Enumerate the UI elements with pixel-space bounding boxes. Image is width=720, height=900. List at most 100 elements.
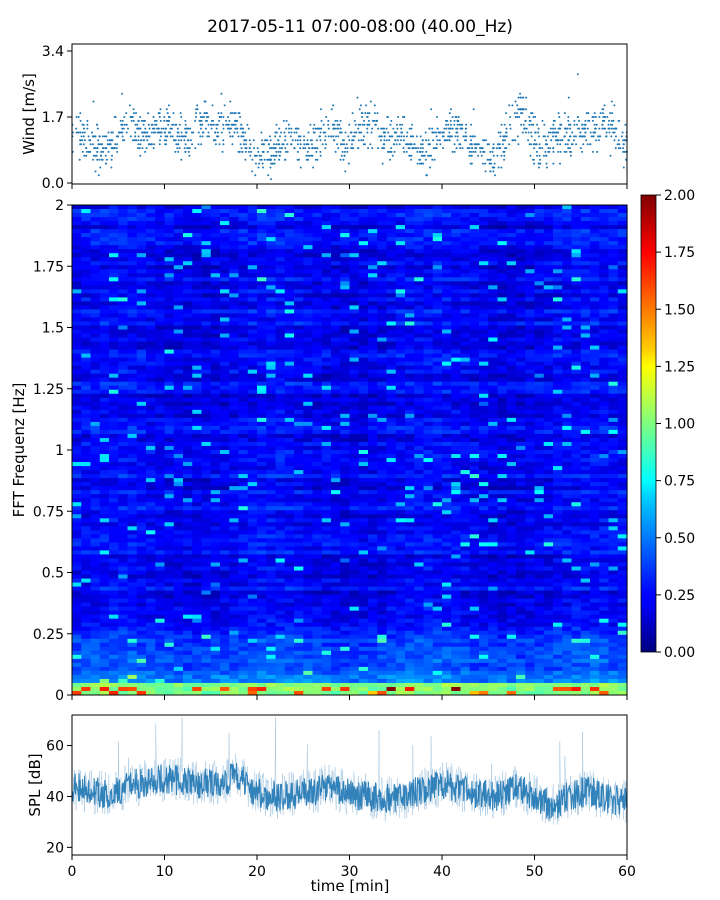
heatmap-cell (506, 245, 517, 250)
wind-point (564, 127, 567, 130)
heatmap-cell (109, 209, 119, 214)
heatmap-cell (266, 289, 277, 294)
heatmap-cell (506, 401, 517, 407)
heatmap-cell (72, 265, 82, 270)
heatmap-cell (553, 205, 563, 210)
heatmap-cell (155, 225, 166, 230)
heatmap-cell (580, 433, 591, 439)
wind-point (494, 174, 496, 177)
heatmap-cell (183, 217, 193, 222)
wind-point (457, 116, 460, 118)
heatmap-cell (414, 369, 425, 375)
heatmap-cell (562, 373, 573, 379)
wind-point (536, 123, 539, 126)
heatmap-cell (266, 393, 277, 399)
heatmap-cell (525, 305, 536, 310)
heatmap-cell (192, 321, 203, 326)
heatmap-cell (90, 433, 101, 439)
heatmap-cell (432, 393, 443, 399)
heatmap-cell (331, 253, 341, 258)
heatmap-cell (405, 429, 415, 435)
wind-point (496, 143, 499, 146)
heatmap-cell (516, 409, 526, 415)
wind-point (345, 143, 348, 146)
wind-point (89, 150, 92, 153)
heatmap-cell (192, 245, 203, 250)
heatmap-cell (201, 213, 212, 218)
wind-point (86, 123, 89, 126)
heatmap-cell (608, 293, 619, 298)
wind-point (503, 154, 506, 157)
wind-point (453, 123, 456, 126)
heatmap-cell (220, 301, 230, 306)
wind-point (174, 123, 177, 126)
heatmap-cell (368, 357, 378, 363)
heatmap-cell (275, 305, 286, 310)
wind-point (514, 139, 517, 142)
wind-point (552, 135, 554, 138)
heatmap-cell (247, 413, 258, 419)
wind-point (337, 147, 340, 150)
heatmap-cell (405, 261, 415, 266)
heatmap-cell (210, 289, 221, 294)
wind-point (270, 147, 273, 150)
heatmap-cell (423, 309, 434, 314)
wind-point (107, 150, 110, 153)
wind-point (113, 147, 116, 150)
heatmap-cell (590, 233, 600, 238)
heatmap-cell (321, 409, 332, 415)
heatmap-cell (349, 433, 360, 439)
wind-point (297, 127, 300, 130)
wind-point (613, 127, 615, 130)
heatmap-cell (460, 301, 471, 306)
heatmap-cell (599, 233, 610, 238)
heatmap-cell (534, 397, 545, 403)
wind-point (141, 147, 144, 150)
wind-point (584, 131, 587, 134)
heatmap-cell (590, 397, 600, 403)
heatmap-cell (284, 261, 295, 266)
heatmap-cell (247, 405, 258, 411)
heatmap-cell (192, 281, 203, 286)
wind-point (421, 150, 424, 153)
heatmap-cell (275, 273, 286, 278)
heatmap-cell (377, 397, 388, 403)
heatmap-cell (460, 317, 471, 322)
heatmap-cell (155, 329, 166, 334)
heatmap-cell (99, 433, 110, 439)
wind-point (536, 154, 538, 157)
heatmap-cell (146, 417, 156, 423)
heatmap-cell (238, 277, 249, 282)
wind-point (461, 123, 464, 126)
heatmap-cell (368, 237, 378, 242)
wind-point (537, 131, 540, 134)
heatmap-cell (173, 233, 184, 238)
heatmap-cell (164, 309, 175, 314)
heatmap-cell (99, 373, 110, 379)
heatmap-cell (562, 333, 573, 338)
heatmap-cell (201, 413, 212, 419)
heatmap-cell (303, 433, 314, 439)
wind-point (418, 150, 421, 153)
heatmap-cell (331, 285, 341, 290)
wind-point (163, 119, 166, 122)
wind-point (290, 127, 293, 130)
wind-point (374, 123, 377, 126)
wind-point (312, 166, 315, 169)
heatmap-cell (368, 421, 378, 427)
heatmap-cell (321, 421, 332, 427)
heatmap-cell (590, 249, 600, 254)
heatmap-cell (275, 265, 286, 270)
heatmap-cell (229, 377, 240, 383)
heatmap-cell (201, 353, 212, 359)
heatmap-cell (81, 241, 92, 246)
heatmap-cell (451, 417, 462, 423)
wind-point (509, 123, 511, 126)
heatmap-cell (266, 421, 277, 427)
heatmap-cell (525, 217, 536, 222)
wind-point (95, 154, 98, 157)
heatmap-cell (173, 357, 184, 363)
heatmap-cell (201, 349, 212, 355)
wind-point (529, 154, 532, 157)
heatmap-cell (81, 301, 92, 306)
